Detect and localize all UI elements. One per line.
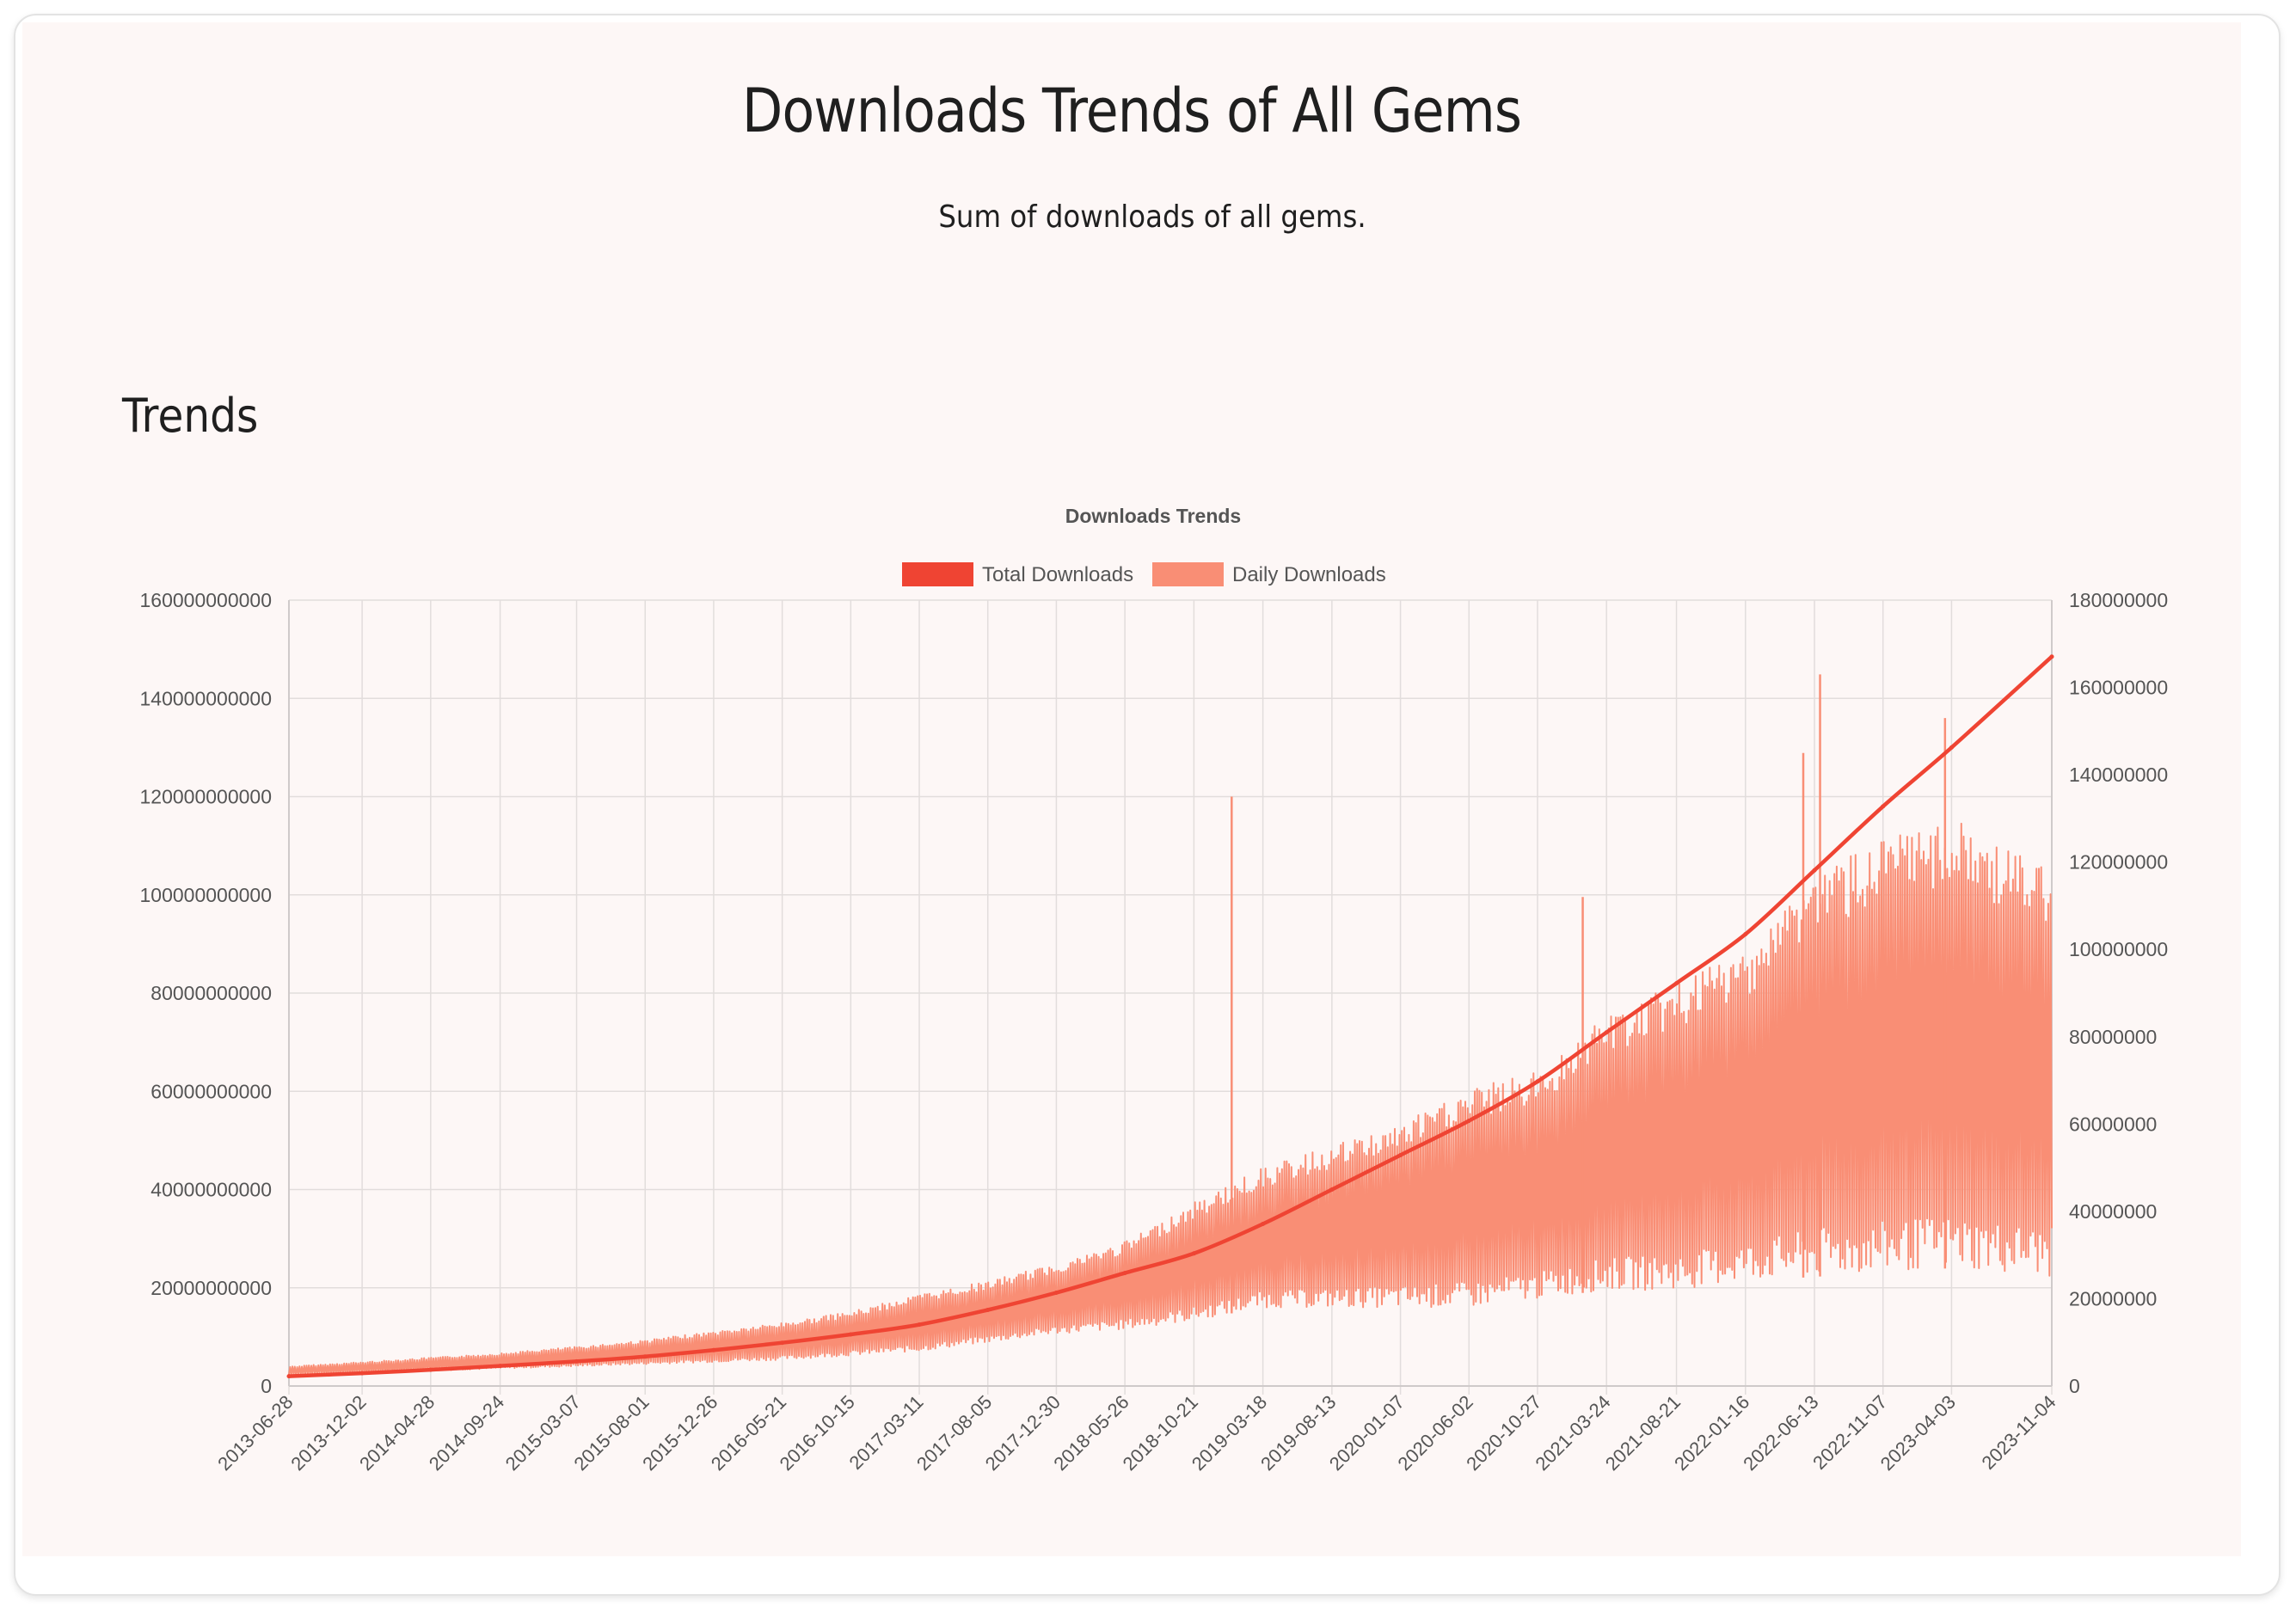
- x-tick-label: 2023-04-03: [1876, 1391, 1960, 1475]
- y-right-tick-label: 180000000: [2069, 589, 2168, 611]
- total-downloads-point: [917, 1322, 922, 1328]
- x-tick-label: 2021-03-24: [1531, 1391, 1614, 1475]
- total-downloads-point: [780, 1340, 785, 1346]
- x-tick-label: 2023-11-04: [1977, 1391, 2060, 1474]
- legend-label-total: Total Downloads: [982, 563, 1133, 586]
- page-subtitle: Sum of downloads of all gems.: [938, 199, 1366, 235]
- y-right-tick-label: 40000000: [2069, 1200, 2157, 1223]
- total-downloads-point: [359, 1371, 365, 1376]
- y-left-tick-label: 80000000000: [150, 982, 272, 1004]
- y-right-tick-label: 20000000: [2069, 1287, 2157, 1309]
- total-downloads-point: [574, 1358, 579, 1364]
- total-downloads-point: [1535, 1079, 1540, 1084]
- chart-title: Downloads Trends: [1065, 505, 1241, 527]
- total-downloads-point: [1949, 745, 1954, 750]
- y-right-tick-label: 140000000: [2069, 764, 2168, 786]
- total-downloads-point: [1261, 1222, 1266, 1226]
- y-left-tick-label: 20000000000: [150, 1277, 272, 1299]
- total-downloads-point: [1743, 932, 1748, 936]
- total-downloads-point: [642, 1354, 648, 1359]
- total-downloads-point: [848, 1332, 853, 1337]
- y-left-tick-label: 40000000000: [150, 1179, 272, 1201]
- y-right-tick-label: 80000000: [2069, 1026, 2157, 1048]
- y-left-tick-label: 100000000000: [140, 884, 273, 906]
- total-downloads-point: [1191, 1251, 1196, 1256]
- y-left-tick-label: 60000000000: [150, 1080, 272, 1102]
- y-right-tick-label: 100000000: [2069, 938, 2168, 960]
- total-downloads-point: [1604, 1030, 1609, 1035]
- total-downloads-point: [1466, 1119, 1471, 1123]
- x-tick-label: 2016-10-15: [776, 1391, 859, 1475]
- y-left-tick-label: 0: [261, 1375, 272, 1397]
- x-tick-label: 2014-09-24: [425, 1391, 508, 1475]
- total-downloads-point: [1053, 1291, 1059, 1295]
- y-right-tick-label: 120000000: [2069, 851, 2168, 874]
- y-right-tick-label: 160000000: [2069, 677, 2168, 699]
- series-daily-downloads-line: [288, 822, 2053, 1377]
- y-left-tick-label: 120000000000: [140, 786, 273, 808]
- legend-swatch-total: [902, 562, 973, 586]
- total-downloads-point: [498, 1364, 503, 1369]
- total-downloads-point: [1881, 804, 1886, 809]
- x-tick-label: 2022-06-13: [1739, 1391, 1822, 1475]
- total-downloads-point: [711, 1347, 716, 1352]
- y-left-tick-label: 140000000000: [140, 687, 273, 709]
- total-downloads-point: [1329, 1187, 1335, 1192]
- total-downloads-point: [985, 1308, 991, 1312]
- legend-label-daily: Daily Downloads: [1232, 563, 1386, 586]
- total-downloads-point: [428, 1367, 433, 1372]
- total-downloads-point: [2049, 654, 2054, 659]
- y-left-tick-label: 160000000000: [140, 589, 273, 611]
- total-downloads-point: [1812, 868, 1817, 873]
- total-downloads-point: [1674, 981, 1679, 986]
- total-downloads-point: [1122, 1271, 1127, 1276]
- y-right-tick-label: 0: [2069, 1375, 2080, 1397]
- page-title: Downloads Trends of All Gems: [741, 76, 1522, 146]
- y-right-tick-label: 60000000: [2069, 1113, 2157, 1135]
- total-downloads-point: [1398, 1153, 1403, 1157]
- legend-swatch-daily: [1152, 562, 1224, 586]
- total-downloads-point: [286, 1374, 292, 1379]
- x-tick-label: 2013-06-28: [213, 1391, 297, 1475]
- section-title-trends: Trends: [122, 389, 259, 443]
